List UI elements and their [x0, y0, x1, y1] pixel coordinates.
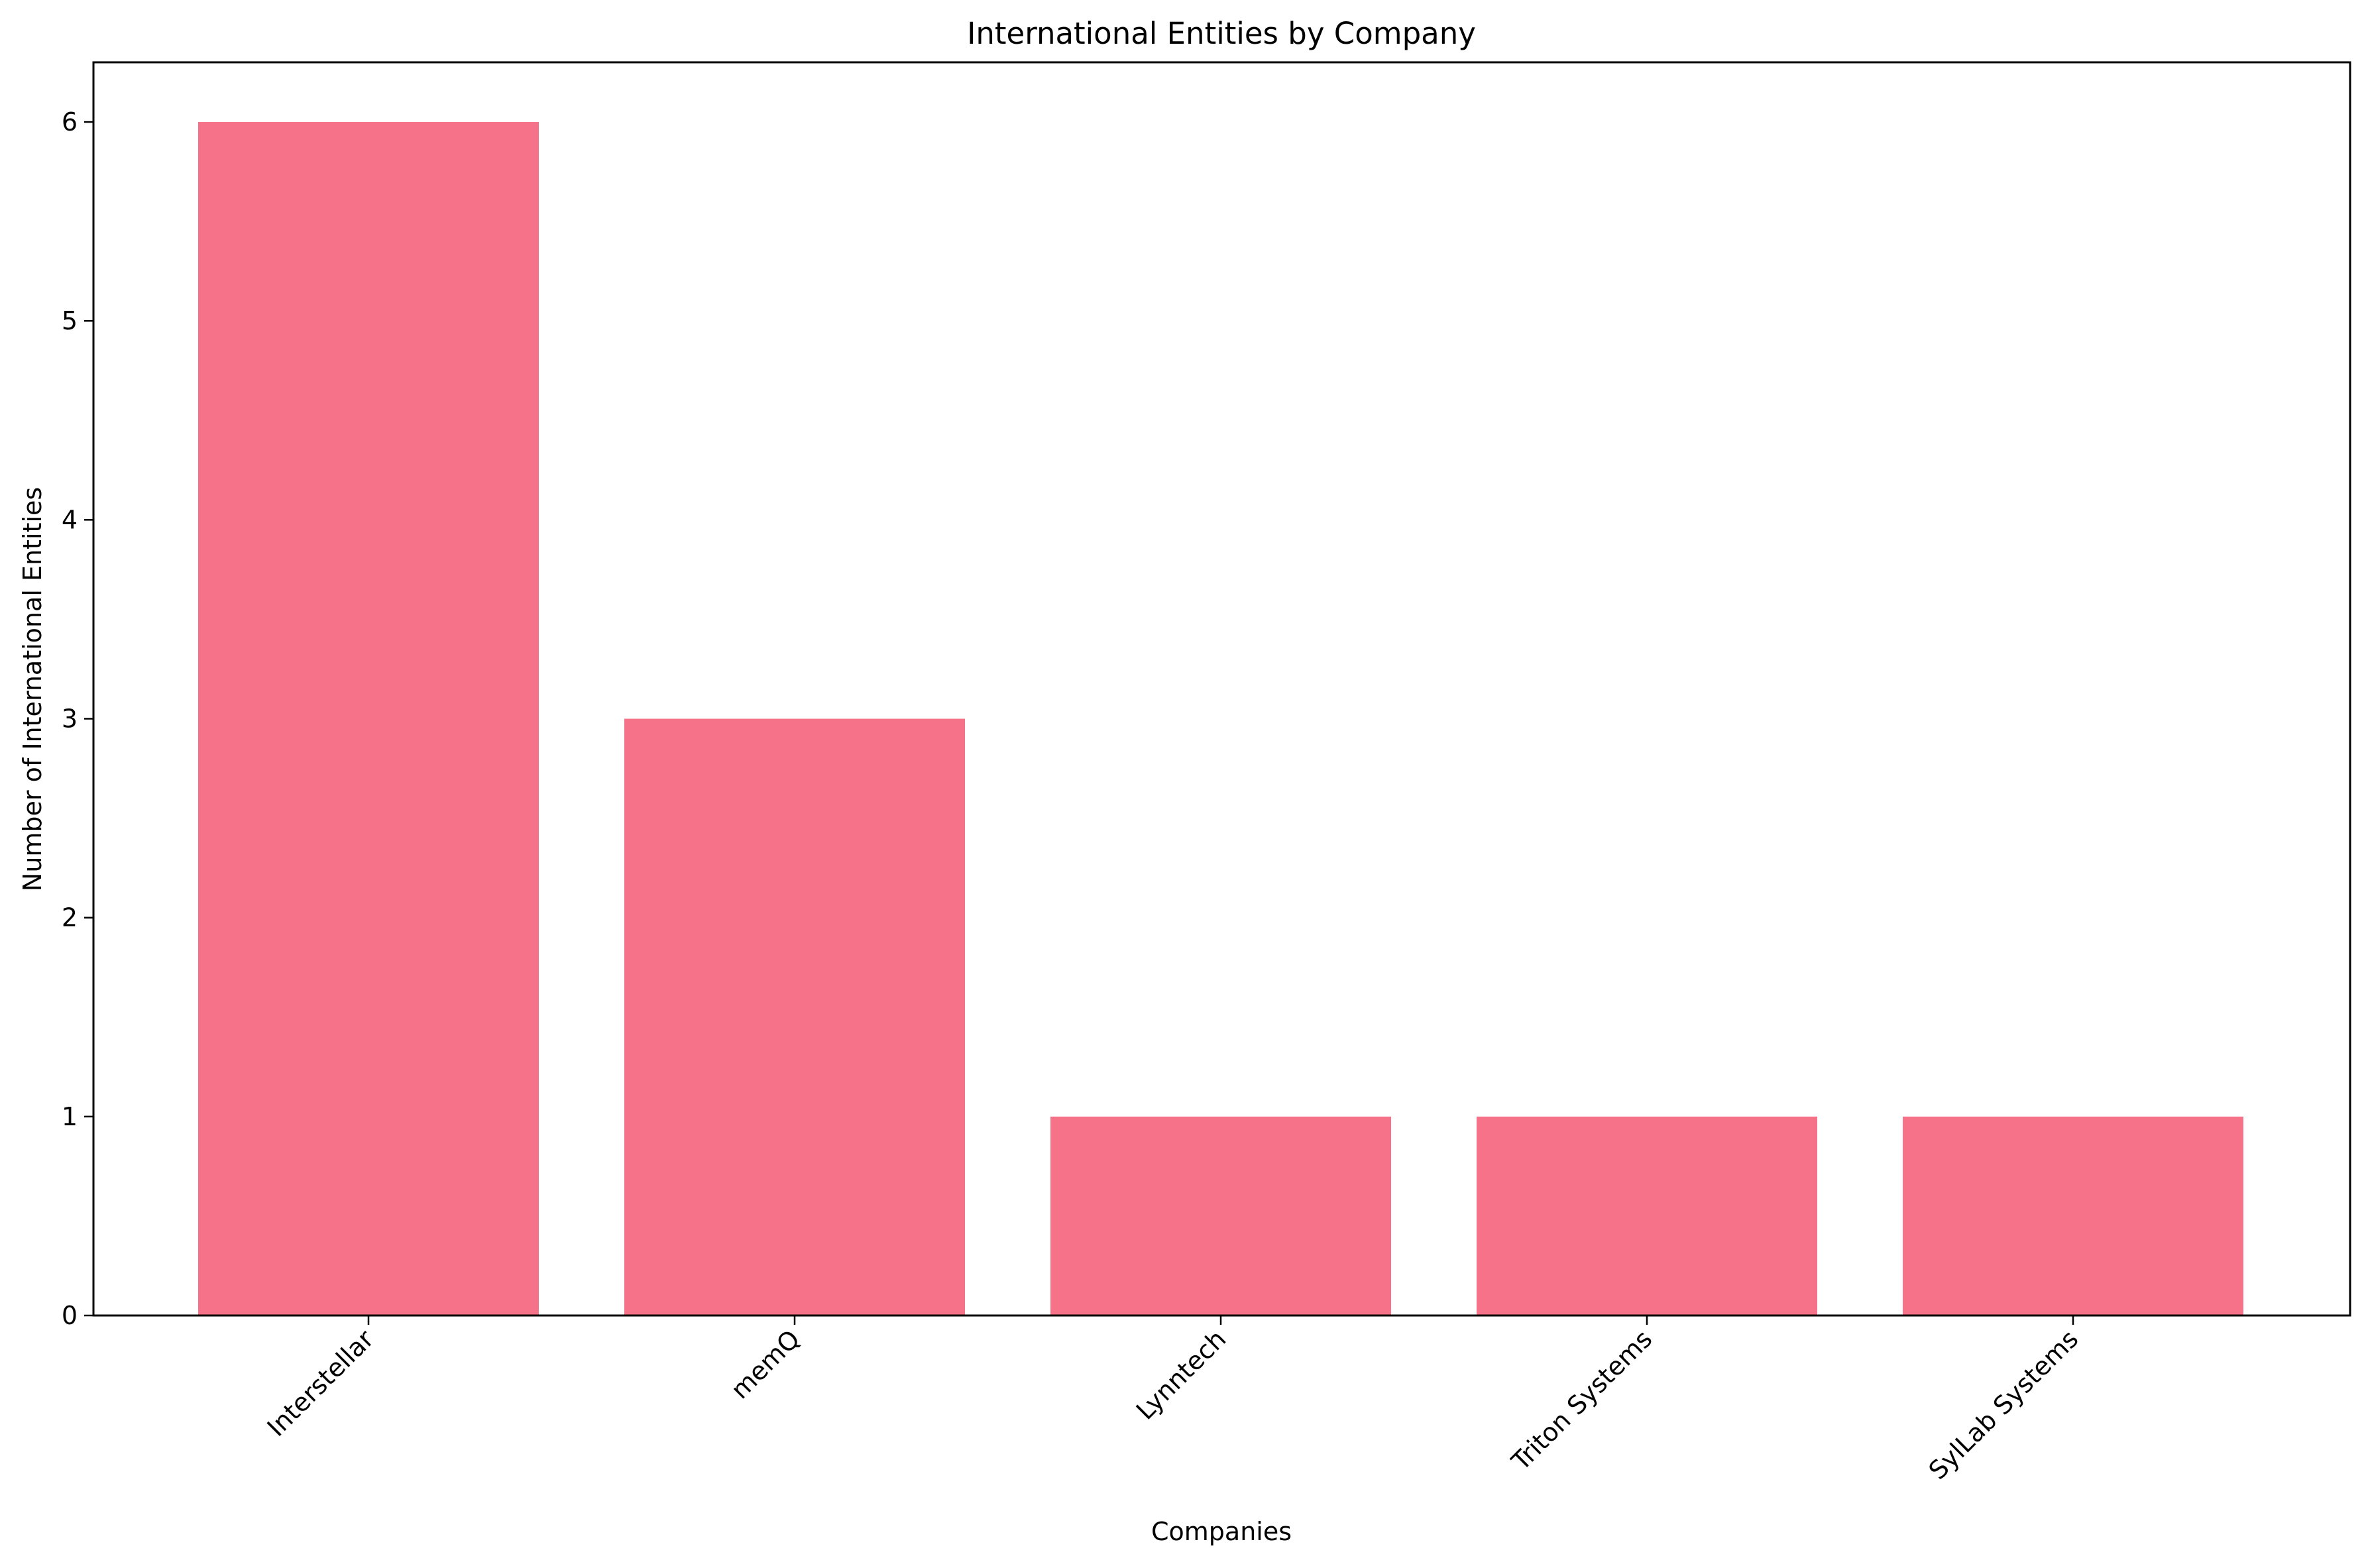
- y-tick-label: 4: [62, 505, 78, 534]
- x-tick-label: Lynntech: [1131, 1324, 1231, 1425]
- y-tick-label: 3: [62, 704, 78, 734]
- y-axis-label: Number of International Entities: [18, 487, 47, 891]
- y-tick-label: 6: [62, 107, 78, 137]
- bars-group: [198, 122, 2243, 1316]
- x-axis-label: Companies: [1151, 1517, 1292, 1546]
- x-tick-label: SylLab Systems: [1923, 1324, 2084, 1485]
- y-tick-label: 1: [62, 1102, 78, 1131]
- x-tick-label: Interstellar: [262, 1324, 380, 1442]
- bar-memq: [624, 718, 965, 1316]
- y-tick-label: 0: [62, 1301, 78, 1330]
- bar-syllab-systems: [1903, 1116, 2243, 1316]
- bar-lynntech: [1050, 1116, 1391, 1316]
- y-tick-label: 2: [62, 903, 78, 932]
- plot-frame: [92, 61, 2351, 1317]
- y-tick-label: 5: [62, 306, 78, 335]
- bar-interstellar: [198, 122, 539, 1316]
- x-tick-label: memQ: [725, 1324, 805, 1404]
- chart-title: International Entities by Company: [967, 16, 1476, 51]
- x-axis: Interstellar memQ Lynntech Triton Systems Sy…: [262, 1316, 2084, 1485]
- bar-triton-systems: [1477, 1116, 1817, 1316]
- x-tick-label: Triton Systems: [1506, 1324, 1658, 1477]
- y-axis: 0 1 2 3 4 5 6: [62, 107, 93, 1330]
